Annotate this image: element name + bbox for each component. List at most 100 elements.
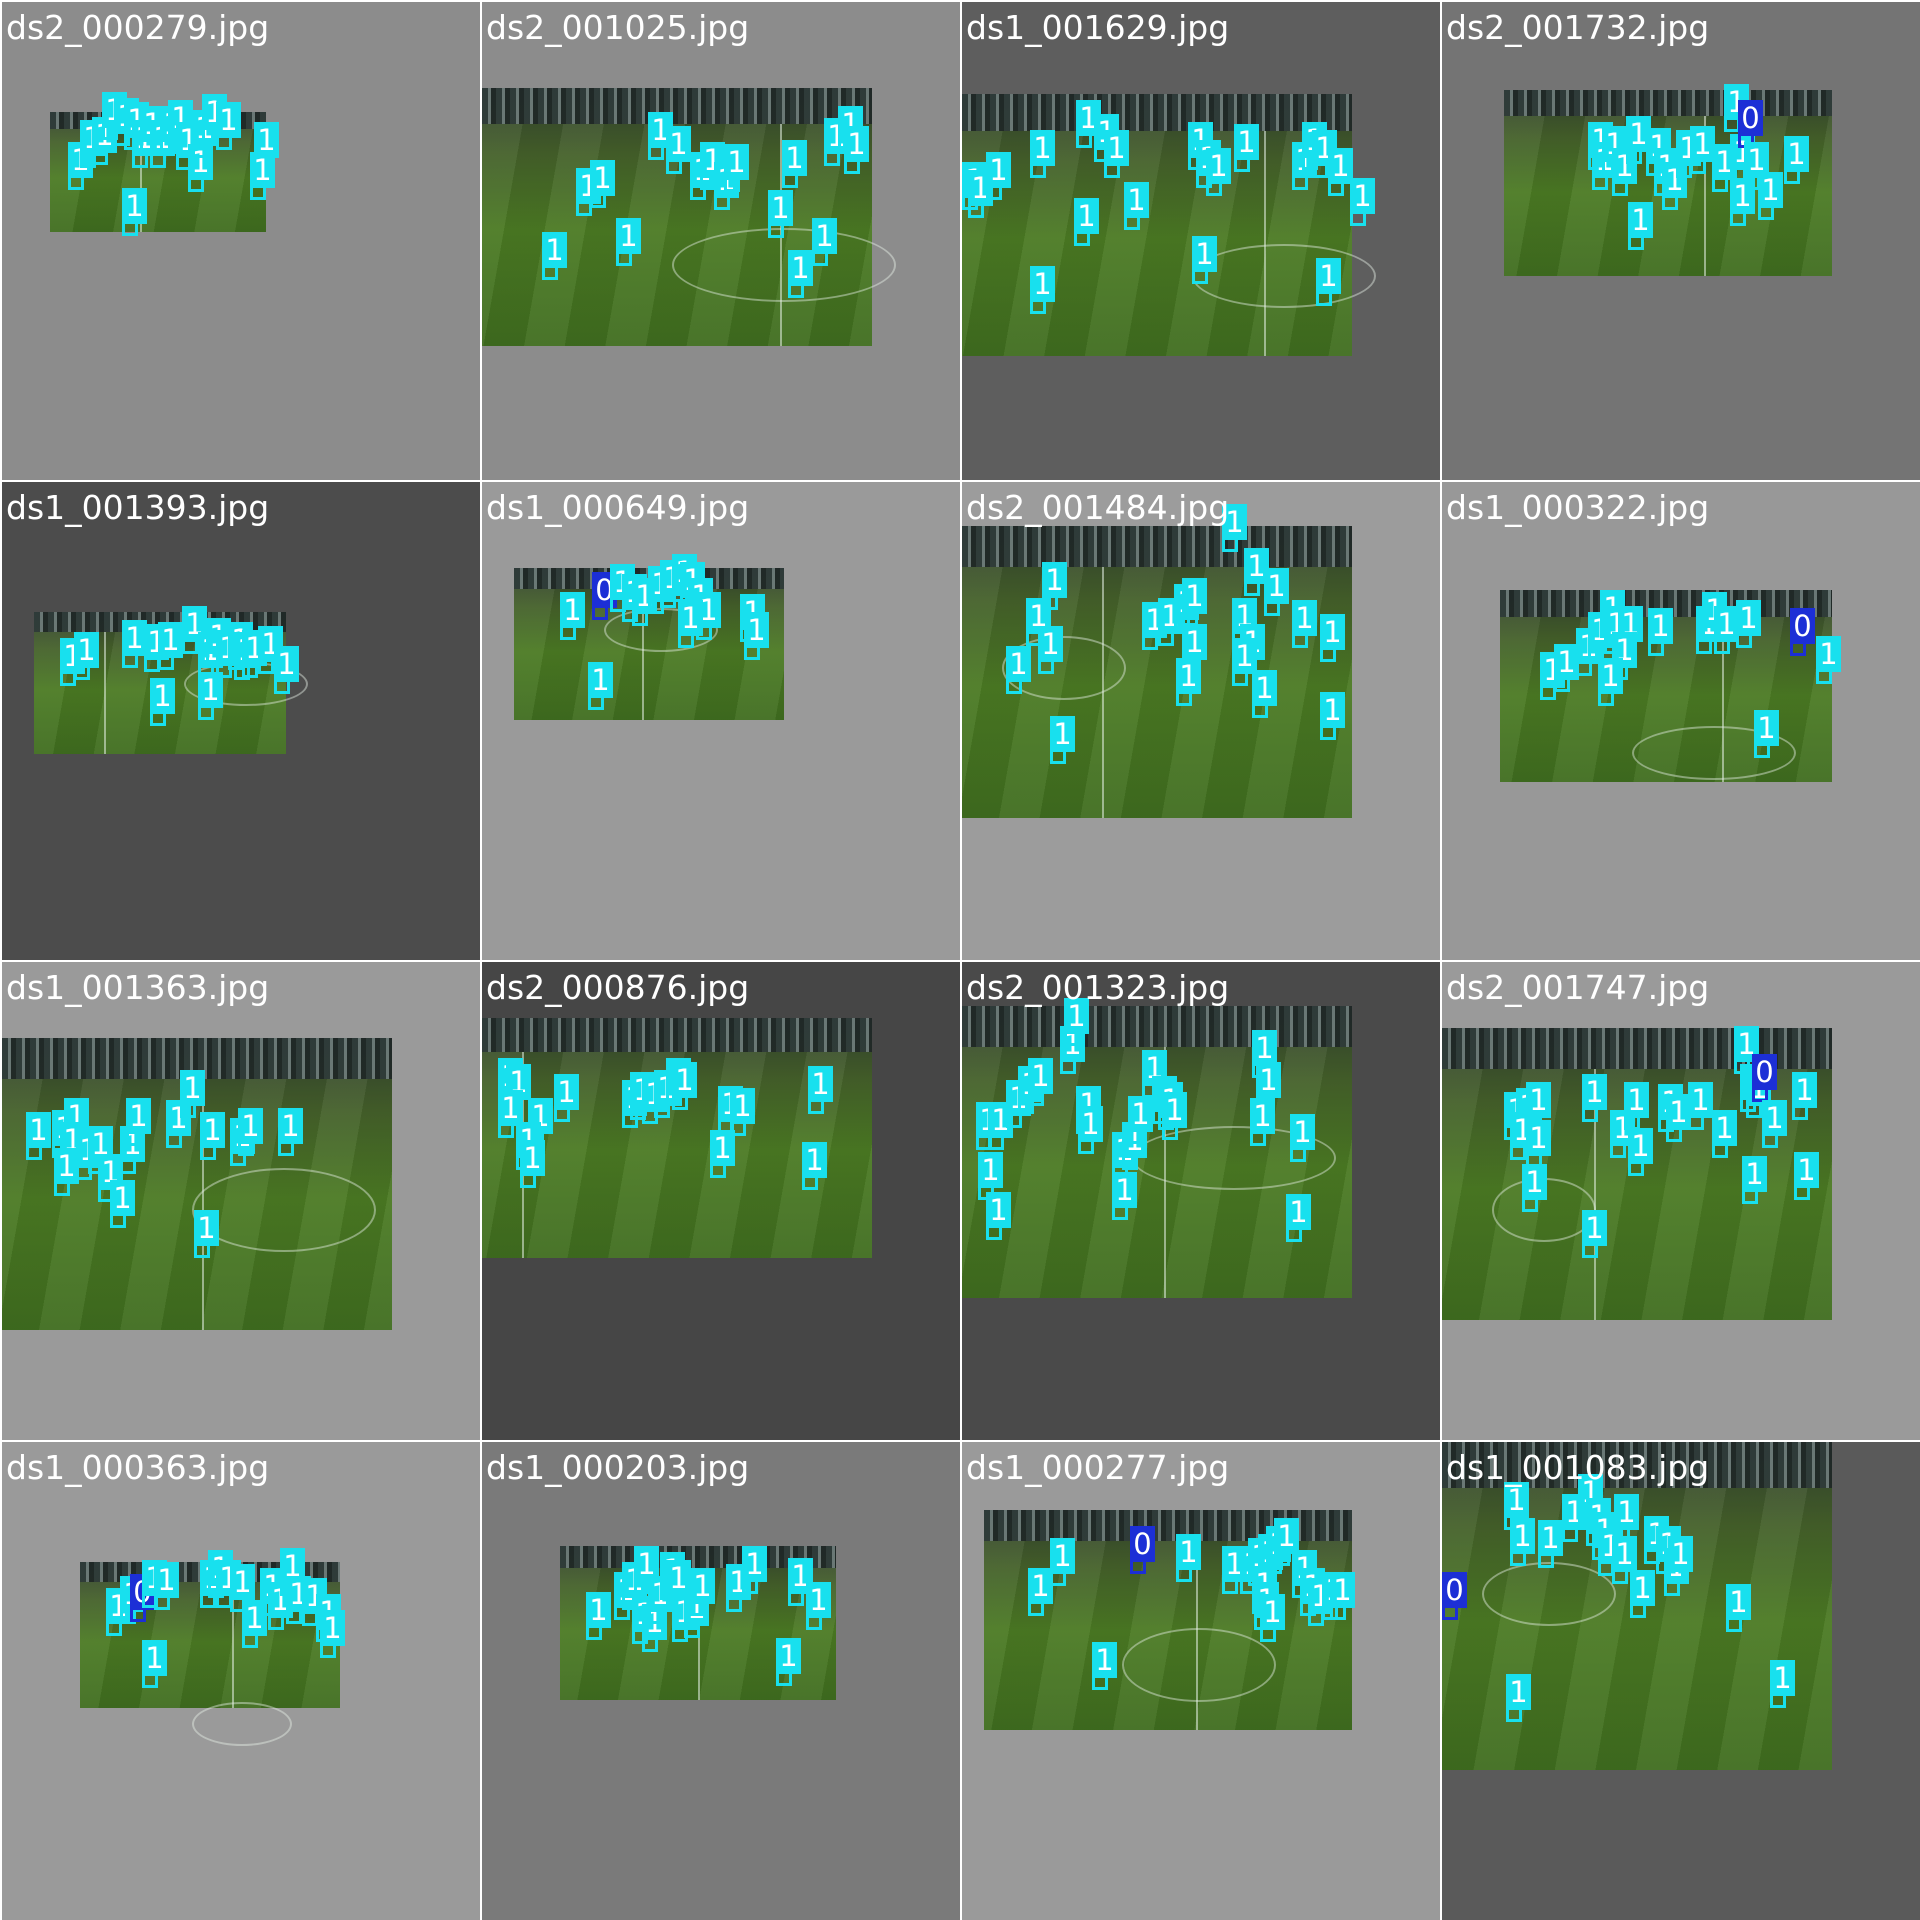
detection-box-class-1: 1	[1770, 1660, 1795, 1708]
class-label: 1	[1026, 598, 1051, 634]
detection-box-class-1: 1	[194, 1210, 219, 1258]
detection-box-class-0: 0	[1130, 1526, 1155, 1574]
detection-box-class-1: 1	[1538, 1520, 1563, 1568]
detection-box-class-1: 1	[1092, 1642, 1117, 1690]
detection-box-class-1: 1	[286, 1576, 311, 1624]
tile-filename: ds1_001393.jpg	[6, 488, 270, 527]
detection-box-class-1: 1	[1030, 130, 1055, 178]
tile-12: ds2_001747.jpg 11111111111111111011111	[1442, 962, 1920, 1440]
detection-box-class-1: 1	[586, 1592, 611, 1640]
class-label: 1	[320, 1610, 345, 1646]
class-label: 1	[110, 1180, 135, 1216]
detection-box-class-1: 1	[1816, 636, 1841, 684]
class-label: 1	[1630, 1570, 1655, 1606]
detection-box-class-1: 1	[1050, 716, 1075, 764]
class-label: 1	[1092, 1642, 1117, 1678]
detection-box-class-1: 1	[150, 678, 175, 726]
detection-box-class-1: 1	[1026, 598, 1051, 646]
class-label: 1	[216, 102, 241, 138]
class-label: 1	[154, 1562, 179, 1598]
detection-box-class-1: 1	[1142, 602, 1167, 650]
detection-box-class-1: 1	[274, 646, 299, 694]
class-label: 1	[1792, 1072, 1817, 1108]
class-label: 1	[560, 592, 585, 628]
detection-box-class-1: 1	[1612, 1536, 1637, 1584]
detection-box-class-1: 1	[968, 170, 993, 218]
class-label: 1	[1816, 636, 1841, 672]
class-label: 1	[1252, 1030, 1277, 1066]
class-label: 0	[1790, 608, 1815, 644]
class-label: 1	[590, 160, 615, 196]
tile-filename: ds1_001083.jpg	[1446, 1448, 1710, 1487]
detection-box-class-1: 1	[1252, 670, 1277, 718]
detection-box-class-1: 1	[788, 1558, 813, 1606]
detection-box-class-1: 1	[74, 632, 99, 680]
tile-filename: ds1_001363.jpg	[6, 968, 270, 1007]
detection-box-class-1: 1	[744, 612, 769, 660]
detection-box-class-1: 1	[1064, 998, 1089, 1046]
class-label: 1	[1624, 1082, 1649, 1118]
detection-box-class-1: 1	[1250, 1098, 1275, 1146]
class-label: 1	[730, 1088, 755, 1124]
class-label: 1	[782, 140, 807, 176]
class-label: 1	[1028, 1568, 1053, 1604]
class-label: 1	[808, 1066, 833, 1102]
detection-box-class-1: 1	[1754, 710, 1779, 758]
detection-box-class-1: 1	[1260, 1594, 1285, 1642]
class-label: 1	[1668, 1536, 1693, 1572]
detection-box-class-1: 1	[1162, 1092, 1187, 1140]
class-label: 1	[776, 1638, 801, 1674]
detection-box-class-1: 1	[986, 1192, 1011, 1240]
detection-box-class-1: 1	[1050, 1538, 1075, 1586]
detection-box-class-1: 1	[158, 622, 183, 670]
detection-box-class-1: 1	[844, 126, 869, 174]
detection-box-class-0: 0	[1442, 1572, 1467, 1620]
detection-box-class-1: 1	[1222, 504, 1247, 552]
tile-4: ds2_001732.jpg 1111111111111101111	[1442, 2, 1920, 480]
detection-box-class-1: 1	[1612, 148, 1637, 196]
class-label: 1	[616, 218, 641, 254]
detection-box-class-1: 1	[1312, 130, 1337, 178]
class-label: 1	[1734, 1026, 1759, 1062]
class-label: 1	[1730, 178, 1755, 214]
detection-box-class-1: 1	[230, 1564, 255, 1612]
class-label: 1	[1232, 638, 1257, 674]
class-label: 1	[1234, 124, 1259, 160]
detection-box-class-1: 1	[242, 1600, 267, 1648]
tile-7: ds2_001484.jpg 111111111111111111111	[962, 482, 1440, 960]
detection-box-class-1: 1	[590, 160, 615, 208]
detection-box-class-1: 1	[1690, 126, 1715, 174]
class-label: 1	[230, 1564, 255, 1600]
detection-box-class-1: 1	[216, 102, 241, 150]
tile-filename: ds2_001025.jpg	[486, 8, 750, 47]
detection-box-class-0: 0	[592, 572, 617, 620]
tile-filename: ds2_001732.jpg	[1446, 8, 1710, 47]
class-label: 1	[1628, 202, 1653, 238]
detection-box-class-1: 1	[724, 144, 749, 192]
class-label: 1	[180, 1070, 205, 1106]
class-label: 1	[1292, 600, 1317, 636]
detection-box-class-1: 1	[1112, 1172, 1137, 1220]
detection-box-class-1: 1	[54, 1148, 79, 1196]
class-label: 1	[1078, 1106, 1103, 1142]
class-label: 1	[788, 250, 813, 286]
detection-box-class-1: 1	[1330, 1572, 1355, 1620]
detection-box-class-1: 1	[1078, 1106, 1103, 1154]
class-label: 1	[1128, 1096, 1153, 1132]
tile-filename: ds2_001747.jpg	[1446, 968, 1710, 1007]
detection-box-class-1: 1	[126, 1098, 151, 1146]
class-label: 1	[672, 1062, 697, 1098]
detection-box-class-1: 1	[802, 1142, 827, 1190]
detection-box-class-1: 1	[154, 1562, 179, 1610]
detection-box-class-1: 1	[1234, 124, 1259, 172]
class-label: 1	[1030, 130, 1055, 166]
class-label: 1	[1176, 1534, 1201, 1570]
class-label: 1	[1074, 198, 1099, 234]
detection-box-class-1: 1	[1232, 638, 1257, 686]
detection-box-class-1: 1	[678, 600, 703, 648]
detection-box-class-1: 1	[258, 626, 283, 674]
